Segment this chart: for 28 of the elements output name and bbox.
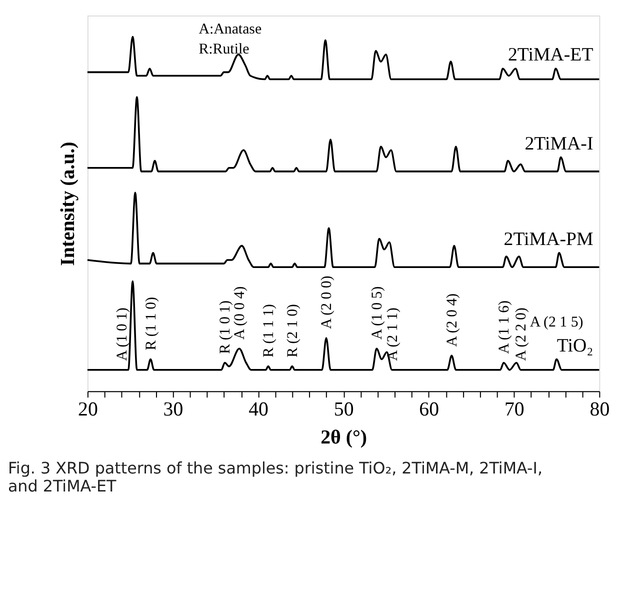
x-axis-title: 2θ (°) <box>320 426 368 448</box>
annotation: A (2 0 4) <box>444 293 461 347</box>
annotation: A (2 1 5) <box>530 314 584 330</box>
x-tick-label: 70 <box>504 398 524 420</box>
annotation: A (2 0 0) <box>319 276 336 330</box>
series-label: 2TiMA-PM <box>504 228 594 250</box>
annotation: R (1 1 1) <box>261 304 278 358</box>
x-tick-label: 60 <box>419 398 440 420</box>
annotation: R:Rutile <box>198 41 250 58</box>
series-label: 2TiMA-ET <box>508 44 594 66</box>
annotation: R (1 1 0) <box>144 296 160 350</box>
x-tick-label: 80 <box>590 398 610 420</box>
x-tick-label: 50 <box>334 398 354 420</box>
text: Fig. 3 XRD patterns of the samples: pristine TiO₂, 2TiMA-M, 2TiMA-I, and 2TiMA-ET <box>8 458 542 496</box>
annotation: A:Anatase <box>198 21 262 38</box>
x-tick-label: 30 <box>163 398 184 420</box>
annotation: R (1 0 1) <box>218 300 234 354</box>
annotation: A (2 2 0) <box>514 308 530 361</box>
y-axis-title: Intensity (a.u.) <box>57 142 80 266</box>
annotation: R (2 1 0) <box>285 304 302 358</box>
series-label: 2TiMA-I <box>524 133 594 154</box>
x-tick-label: 20 <box>78 398 98 420</box>
x-tick-label: 40 <box>248 398 269 420</box>
series-label: TiO₂ <box>556 335 594 356</box>
annotation: A (1 0 5) <box>370 286 386 340</box>
annotation: A (0 0 4) <box>232 286 248 340</box>
annotation: A (1 1 6) <box>496 300 513 354</box>
annotation: A (1 0 1) <box>114 308 131 361</box>
